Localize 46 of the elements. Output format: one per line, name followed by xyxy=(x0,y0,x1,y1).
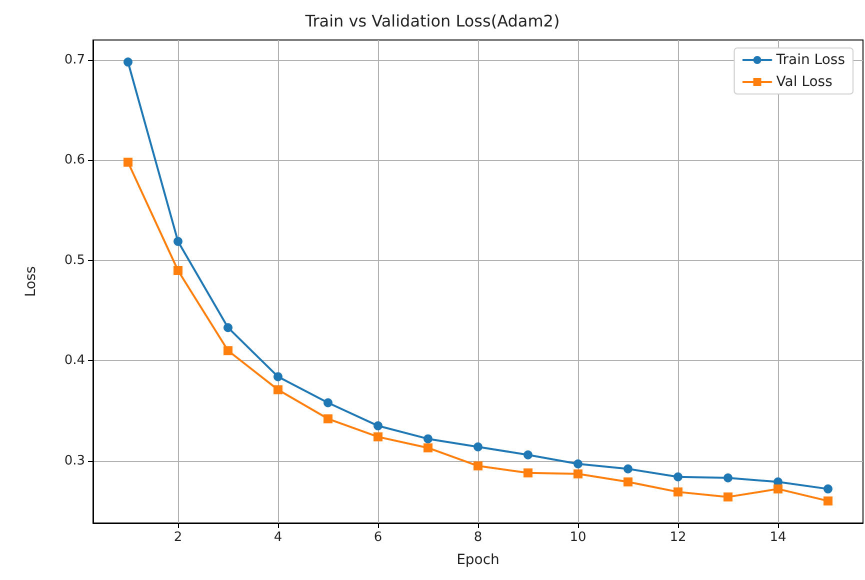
point xyxy=(624,477,632,486)
point xyxy=(574,459,582,468)
y-tick-label: 0.3 xyxy=(64,453,85,468)
point xyxy=(224,346,232,356)
point xyxy=(824,484,832,494)
legend-label: Val Loss xyxy=(776,74,832,90)
x-axis-title: Epoch xyxy=(456,552,500,568)
x-tick-label: 12 xyxy=(670,530,686,545)
point xyxy=(574,469,582,478)
point xyxy=(624,464,632,474)
point xyxy=(274,385,282,394)
y-tick-label: 0.4 xyxy=(64,353,85,368)
point xyxy=(524,450,532,460)
point xyxy=(774,484,782,494)
point xyxy=(374,421,382,430)
y-tick-label: 0.7 xyxy=(64,52,85,68)
point xyxy=(674,487,682,496)
y-axis-title: Loss xyxy=(23,266,39,297)
legend-label: Train Loss xyxy=(775,52,845,68)
x-tick-label: 2 xyxy=(174,530,182,545)
y-tick-label: 0.5 xyxy=(64,252,85,268)
point xyxy=(374,432,382,442)
point xyxy=(124,158,132,167)
point xyxy=(324,414,332,424)
point xyxy=(124,58,132,67)
point xyxy=(274,372,282,382)
point xyxy=(174,236,182,246)
x-tick-label: 10 xyxy=(570,530,586,545)
point xyxy=(474,442,482,452)
x-tick-label: 6 xyxy=(374,530,382,545)
point xyxy=(424,434,432,444)
y-tick-label: 0.6 xyxy=(64,152,85,168)
point xyxy=(174,266,182,275)
x-tick-label: 4 xyxy=(274,530,282,545)
point xyxy=(424,443,432,452)
point xyxy=(724,492,732,502)
x-tick-label: 14 xyxy=(770,530,786,545)
point xyxy=(474,461,482,470)
point xyxy=(224,323,232,332)
point xyxy=(324,398,332,408)
chart-title: Train vs Validation Loss(Adam2) xyxy=(304,12,560,30)
x-tick-label: 8 xyxy=(474,530,482,545)
point xyxy=(524,468,532,478)
point xyxy=(824,496,832,506)
point xyxy=(724,473,732,482)
point xyxy=(674,472,682,482)
